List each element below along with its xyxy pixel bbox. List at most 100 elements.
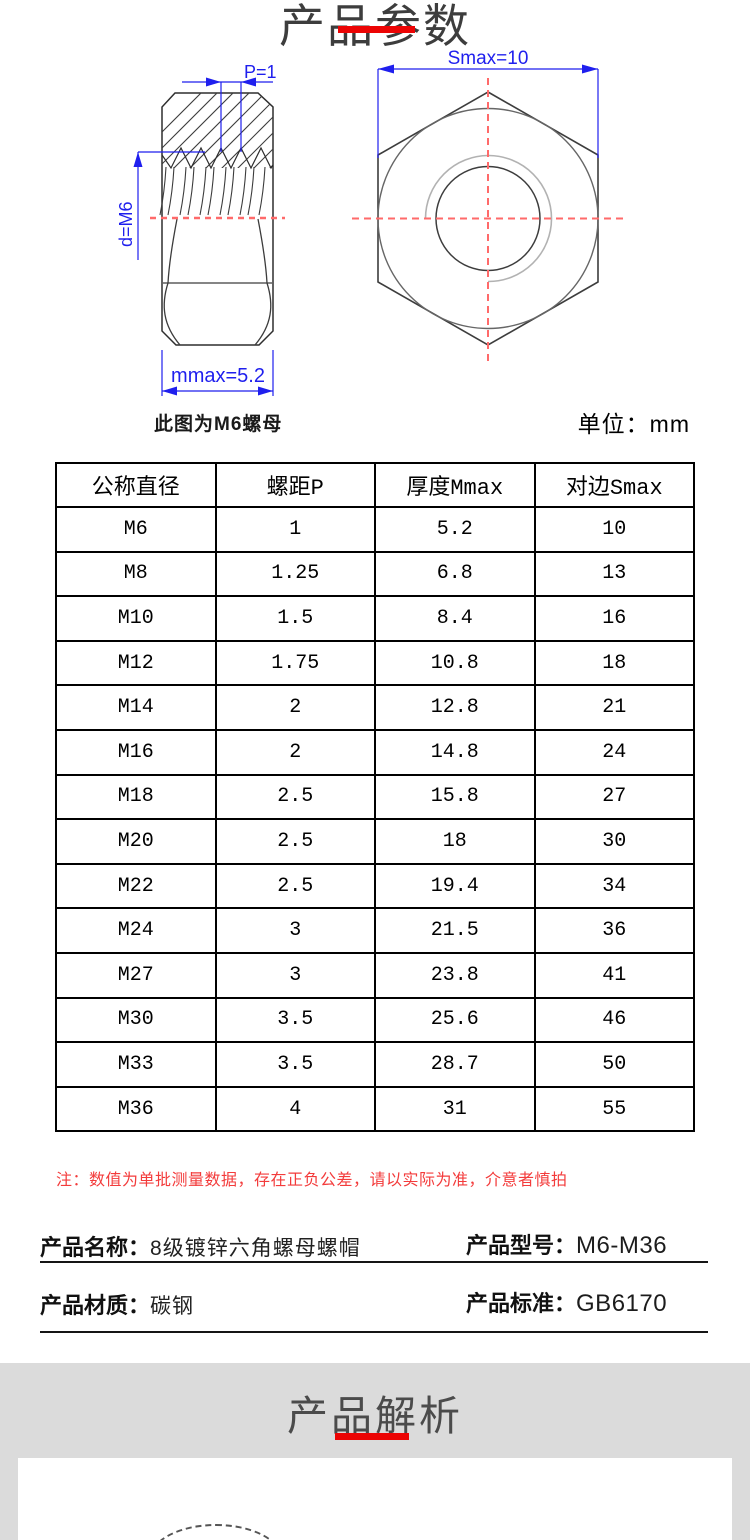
table-cell: 1.5 — [214, 595, 376, 642]
product-model-label: 产品型号： — [466, 1233, 577, 1258]
table-row: M16 2 14.8 24 — [55, 728, 695, 776]
table-cell: 34 — [533, 862, 695, 910]
table-row: M33 3.5 28.7 50 — [55, 1041, 695, 1088]
dim-pitch-label: P=1 — [244, 62, 277, 82]
product-standard-value: GB6170 — [576, 1290, 668, 1317]
table-cell: M36 — [55, 1085, 217, 1133]
table-cell: 3 — [214, 907, 376, 954]
table-cell: 2.5 — [214, 818, 376, 865]
table-cell: 46 — [533, 996, 695, 1044]
table-cell: 21.5 — [374, 907, 536, 954]
table-header-cell: 对边Smax — [533, 462, 695, 508]
table-cell: 23.8 — [374, 951, 536, 999]
unit-label: 单位：mm — [577, 411, 690, 437]
table-header-cell: 厚度Mmax — [374, 462, 536, 508]
table-cell: M14 — [55, 684, 217, 731]
table-row: M6 1 5.2 10 — [55, 506, 695, 553]
product-model-row: 产品型号：M6-M36 — [466, 1228, 667, 1260]
table-cell: M22 — [55, 862, 217, 910]
table-cell: 30 — [533, 818, 695, 865]
table-cell: 41 — [533, 951, 695, 999]
table-cell: 14.8 — [374, 728, 536, 776]
table-cell: M30 — [55, 996, 217, 1044]
table-cell: 2 — [214, 684, 376, 731]
product-name-row: 产品名称：8级镀锌六角螺母螺帽 — [40, 1230, 361, 1262]
table-header-row: 公称直径 螺距P 厚度Mmax 对边Smax — [55, 462, 695, 508]
spec-table-body: M6 1 5.2 10 M8 1.25 6.8 13 M10 1.5 8.4 16 M12 1.75 10.… — [55, 506, 695, 1133]
table-cell: 24 — [533, 728, 695, 776]
table-cell: 28.7 — [374, 1041, 536, 1088]
section-title-underline — [335, 1433, 409, 1440]
spec-table-head: 公称直径 螺距P 厚度Mmax 对边Smax — [55, 462, 695, 508]
table-cell: 1.25 — [214, 550, 376, 598]
table-row: M30 3.5 25.6 46 — [55, 996, 695, 1044]
tolerance-note: 注：数值为单批测量数据，存在正负公差，请以实际为准，介意者慎拍 — [56, 1172, 568, 1189]
table-cell: M20 — [55, 818, 217, 865]
table-cell: M33 — [55, 1041, 217, 1088]
table-cell: 27 — [533, 773, 695, 821]
table-cell: M6 — [55, 506, 217, 553]
dim-width-label: Smax=10 — [448, 48, 529, 69]
table-cell: M27 — [55, 951, 217, 999]
table-cell: 3.5 — [214, 1041, 376, 1088]
table-row: M27 3 23.8 41 — [55, 951, 695, 999]
table-cell: 13 — [533, 550, 695, 598]
table-cell: 2 — [214, 728, 376, 776]
table-cell: 6.8 — [374, 550, 536, 598]
nut-side-view — [159, 92, 274, 346]
table-cell: 15.8 — [374, 773, 536, 821]
table-cell: 36 — [533, 907, 695, 954]
front-view-centerlines — [352, 78, 625, 362]
product-standard-label: 产品标准： — [466, 1291, 577, 1316]
table-cell: 4 — [214, 1085, 376, 1133]
dim-diameter-label: d=M6 — [116, 201, 136, 247]
table-row: M20 2.5 18 30 — [55, 818, 695, 865]
table-cell: 19.4 — [374, 862, 536, 910]
table-cell: 55 — [533, 1085, 695, 1133]
table-cell: M16 — [55, 728, 217, 776]
table-cell: M24 — [55, 907, 217, 954]
table-cell: M10 — [55, 595, 217, 642]
table-header-cell: 公称直径 — [55, 462, 217, 508]
table-row: M14 2 12.8 21 — [55, 684, 695, 731]
table-cell: M18 — [55, 773, 217, 821]
product-model-value: M6-M36 — [576, 1232, 668, 1259]
table-cell: 3 — [214, 951, 376, 999]
table-cell: 31 — [374, 1085, 536, 1133]
product-name-label: 产品名称： — [40, 1235, 151, 1260]
table-cell: 2.5 — [214, 862, 376, 910]
product-name-value: 8级镀锌六角螺母螺帽 — [150, 1237, 361, 1260]
product-material-label: 产品材质： — [40, 1293, 151, 1318]
side-view-dimensions — [133, 77, 274, 396]
table-cell: 12.8 — [374, 684, 536, 731]
table-row: M22 2.5 19.4 34 — [55, 862, 695, 910]
table-cell: 8.4 — [374, 595, 536, 642]
table-cell: 10 — [533, 506, 695, 553]
divider — [40, 1331, 708, 1333]
table-cell: 50 — [533, 1041, 695, 1088]
table-row: M24 3 21.5 36 — [55, 907, 695, 954]
spec-table: 公称直径 螺距P 厚度Mmax 对边Smax M6 1 5.2 10 M8 1.25 6.8 13 M… — [55, 462, 695, 1133]
table-row: M36 4 31 55 — [55, 1085, 695, 1133]
table-cell: 1 — [214, 506, 376, 553]
dim-thickness-label: mmax=5.2 — [171, 365, 265, 387]
product-standard-row: 产品标准：GB6170 — [466, 1286, 667, 1318]
table-header-cell: 螺距P — [214, 462, 376, 508]
table-row: M12 1.75 10.8 18 — [55, 639, 695, 687]
table-cell: 5.2 — [374, 506, 536, 553]
table-cell: 1.75 — [214, 639, 376, 687]
table-cell: M12 — [55, 639, 217, 687]
table-cell: 3.5 — [214, 996, 376, 1044]
page-title: 产品参数 — [0, 2, 750, 51]
table-row: M10 1.5 8.4 16 — [55, 595, 695, 642]
table-cell: 16 — [533, 595, 695, 642]
analysis-card — [18, 1458, 732, 1540]
title-underline — [338, 26, 415, 33]
table-row: M18 2.5 15.8 27 — [55, 773, 695, 821]
product-analysis-section: 产品解析 — [0, 1363, 750, 1540]
front-view-dimensions — [377, 64, 599, 158]
product-material-row: 产品材质：碳钢 — [40, 1288, 194, 1320]
diagram-caption: 此图为M6螺母 — [154, 414, 283, 435]
technical-drawing: P=1 d=M6 mmax=5.2 Smax=10 — [116, 48, 625, 396]
divider — [40, 1261, 708, 1263]
